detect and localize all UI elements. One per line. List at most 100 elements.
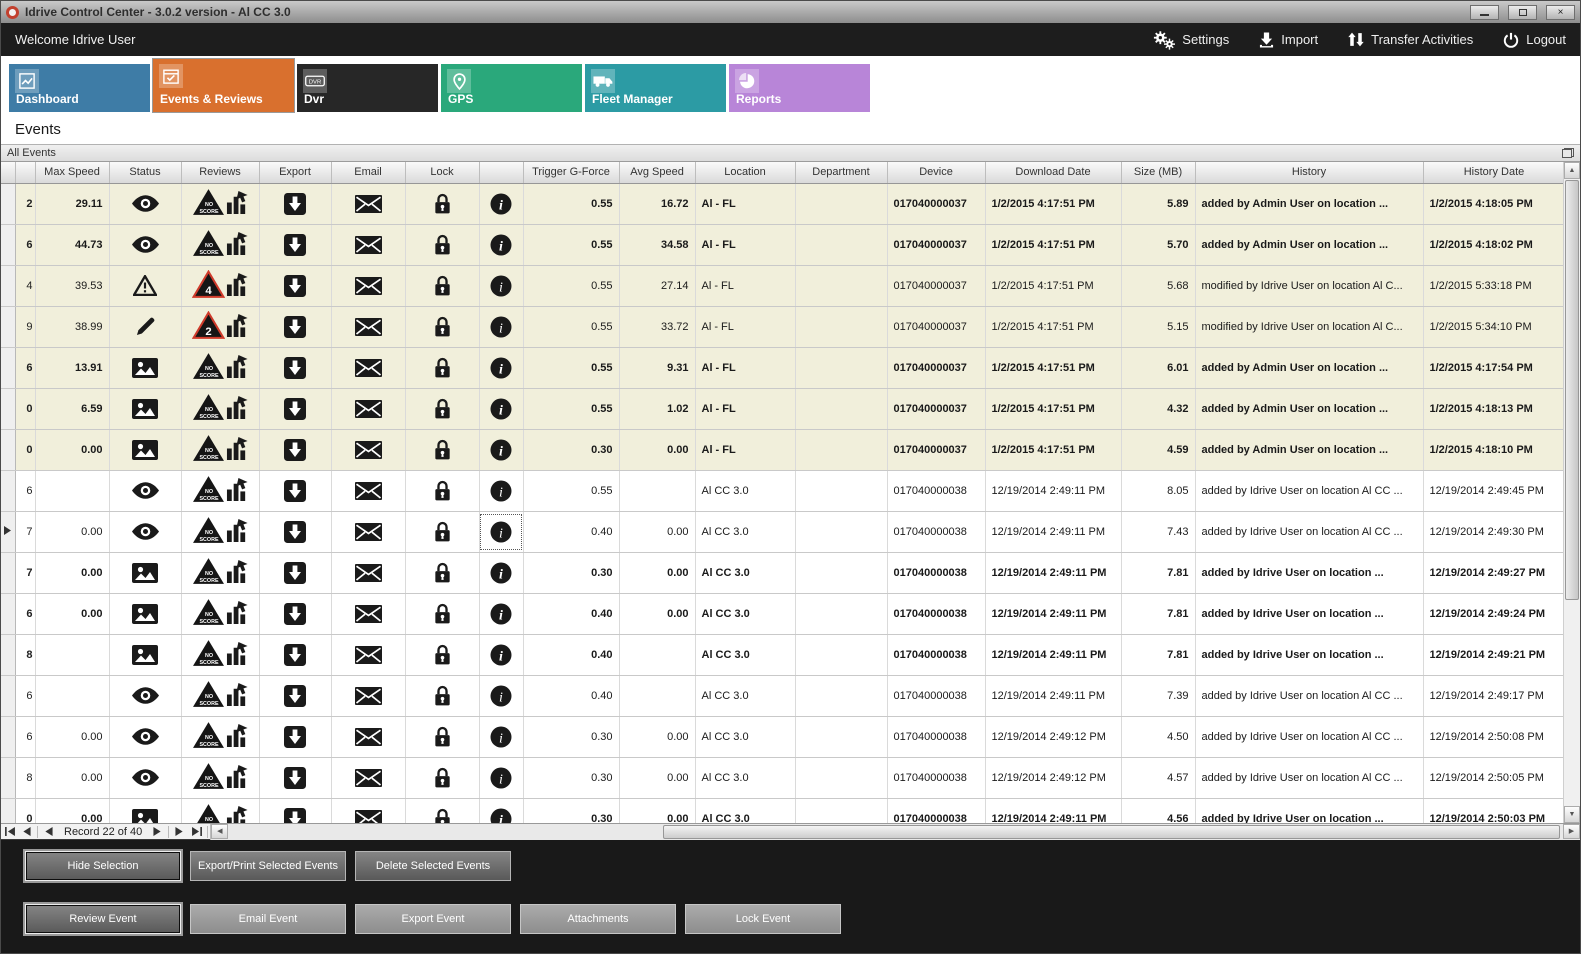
cell-status[interactable] <box>109 306 182 348</box>
event-row[interactable]: 9 38.99 2 i 0.55 33.72 Al - FL 017040000037 1/2/… <box>1 306 1563 348</box>
email-event-button[interactable]: Email Event <box>190 904 346 934</box>
cell-export[interactable] <box>259 429 332 471</box>
snapshot-image-icon[interactable] <box>132 439 158 460</box>
cell-status[interactable] <box>109 470 182 512</box>
cell-info[interactable]: i <box>479 634 524 676</box>
bar-chart-arrow-icon[interactable] <box>226 272 249 297</box>
padlock-icon[interactable] <box>434 603 451 624</box>
envelope-icon[interactable] <box>354 235 382 254</box>
snapshot-image-icon[interactable] <box>132 644 158 665</box>
review-event-button[interactable]: Review Event <box>25 904 181 934</box>
export-print-selected-events-button[interactable]: Export/Print Selected Events <box>190 851 346 881</box>
cell-lock[interactable] <box>405 798 480 823</box>
cell-export[interactable] <box>259 511 332 553</box>
cell-email[interactable] <box>331 634 406 676</box>
cell-status[interactable] <box>109 429 182 471</box>
last-record-button[interactable] <box>188 824 205 839</box>
eye-icon[interactable] <box>131 523 159 540</box>
cell-email[interactable] <box>331 511 406 553</box>
cell-email[interactable] <box>331 470 406 512</box>
cell-info[interactable]: i <box>479 265 524 307</box>
cell-email[interactable] <box>331 675 406 717</box>
cell-status[interactable] <box>109 757 182 799</box>
cell-reviews[interactable]: 4 <box>181 265 260 307</box>
event-row[interactable]: 4 39.53 4 i 0.55 27.14 Al - FL 017040000037 1/2/… <box>1 265 1563 307</box>
column-header-email[interactable]: Email <box>331 162 406 184</box>
download-arrow-icon[interactable] <box>284 315 306 338</box>
cell-info[interactable]: i <box>479 593 524 635</box>
column-header-history[interactable]: History <box>1195 162 1424 184</box>
tab-gps[interactable]: GPS <box>441 64 582 112</box>
padlock-icon[interactable] <box>434 808 451 823</box>
event-row[interactable]: 6 NO SCORE i 0.55 Al CC 3.0 017040000038 12/19/… <box>1 470 1563 512</box>
info-circle-icon[interactable]: i <box>490 808 512 823</box>
padlock-icon[interactable] <box>434 193 451 214</box>
bar-chart-arrow-icon[interactable] <box>226 600 249 625</box>
previous-record-button[interactable] <box>40 824 57 839</box>
envelope-icon[interactable] <box>354 563 382 582</box>
cell-email[interactable] <box>331 716 406 758</box>
info-circle-icon[interactable]: i <box>490 521 512 543</box>
cell-lock[interactable] <box>405 388 480 430</box>
column-header-location[interactable]: Location <box>695 162 796 184</box>
cell-lock[interactable] <box>405 224 480 266</box>
cell-status[interactable] <box>109 265 182 307</box>
logout-button[interactable]: Logout <box>1503 32 1566 48</box>
envelope-icon[interactable] <box>354 481 382 500</box>
horizontal-scrollbar[interactable]: ◀ ▶ <box>210 823 1580 840</box>
bar-chart-arrow-icon[interactable] <box>226 190 249 215</box>
info-circle-icon[interactable]: i <box>490 234 512 256</box>
bar-chart-arrow-icon[interactable] <box>226 641 249 666</box>
padlock-icon[interactable] <box>434 439 451 460</box>
column-header-status[interactable]: Status <box>109 162 182 184</box>
envelope-icon[interactable] <box>354 604 382 623</box>
hide-selection-button[interactable]: Hide Selection <box>25 851 181 881</box>
cell-lock[interactable] <box>405 429 480 471</box>
first-record-button[interactable] <box>1 824 18 839</box>
cell-email[interactable] <box>331 388 406 430</box>
padlock-icon[interactable] <box>434 644 451 665</box>
next-page-button[interactable] <box>171 824 188 839</box>
tab-dashboard[interactable]: Dashboard <box>9 64 150 112</box>
tab-reports[interactable]: Reports <box>729 64 870 112</box>
eye-icon[interactable] <box>131 728 159 745</box>
cell-email[interactable] <box>331 347 406 389</box>
cell-info[interactable]: i <box>479 798 524 823</box>
event-row[interactable]: 8 0.00 NO SCORE i 0.30 0.00 Al CC 3.0 0170400000… <box>1 757 1563 799</box>
info-circle-icon[interactable]: i <box>490 316 512 338</box>
event-row[interactable]: 6 13.91 NO SCORE i 0.55 9.31 Al - FL 01704000003… <box>1 347 1563 389</box>
lock-event-button[interactable]: Lock Event <box>685 904 841 934</box>
cell-status[interactable] <box>109 552 182 594</box>
envelope-icon[interactable] <box>354 522 382 541</box>
cell-lock[interactable] <box>405 634 480 676</box>
cell-status[interactable] <box>109 183 182 225</box>
cell-email[interactable] <box>331 306 406 348</box>
cell-info[interactable]: i <box>479 757 524 799</box>
bar-chart-arrow-icon[interactable] <box>226 559 249 584</box>
info-circle-icon[interactable]: i <box>490 767 512 789</box>
cell-info[interactable]: i <box>479 429 524 471</box>
cell-export[interactable] <box>259 347 332 389</box>
maximize-button[interactable] <box>1508 4 1537 20</box>
event-row[interactable]: 7 0.00 NO SCORE i 0.30 0.00 Al CC 3.0 0170400000… <box>1 552 1563 594</box>
snapshot-image-icon[interactable] <box>132 562 158 583</box>
padlock-icon[interactable] <box>434 398 451 419</box>
cell-lock[interactable] <box>405 675 480 717</box>
snapshot-image-icon[interactable] <box>132 808 158 823</box>
cell-lock[interactable] <box>405 470 480 512</box>
download-arrow-icon[interactable] <box>284 807 306 823</box>
cell-export[interactable] <box>259 388 332 430</box>
cell-export[interactable] <box>259 675 332 717</box>
column-header-download[interactable]: Download Date <box>985 162 1122 184</box>
score-triangle-icon[interactable]: 4 <box>191 269 225 298</box>
attachments-button[interactable]: Attachments <box>520 904 676 934</box>
bar-chart-arrow-icon[interactable] <box>226 805 249 823</box>
